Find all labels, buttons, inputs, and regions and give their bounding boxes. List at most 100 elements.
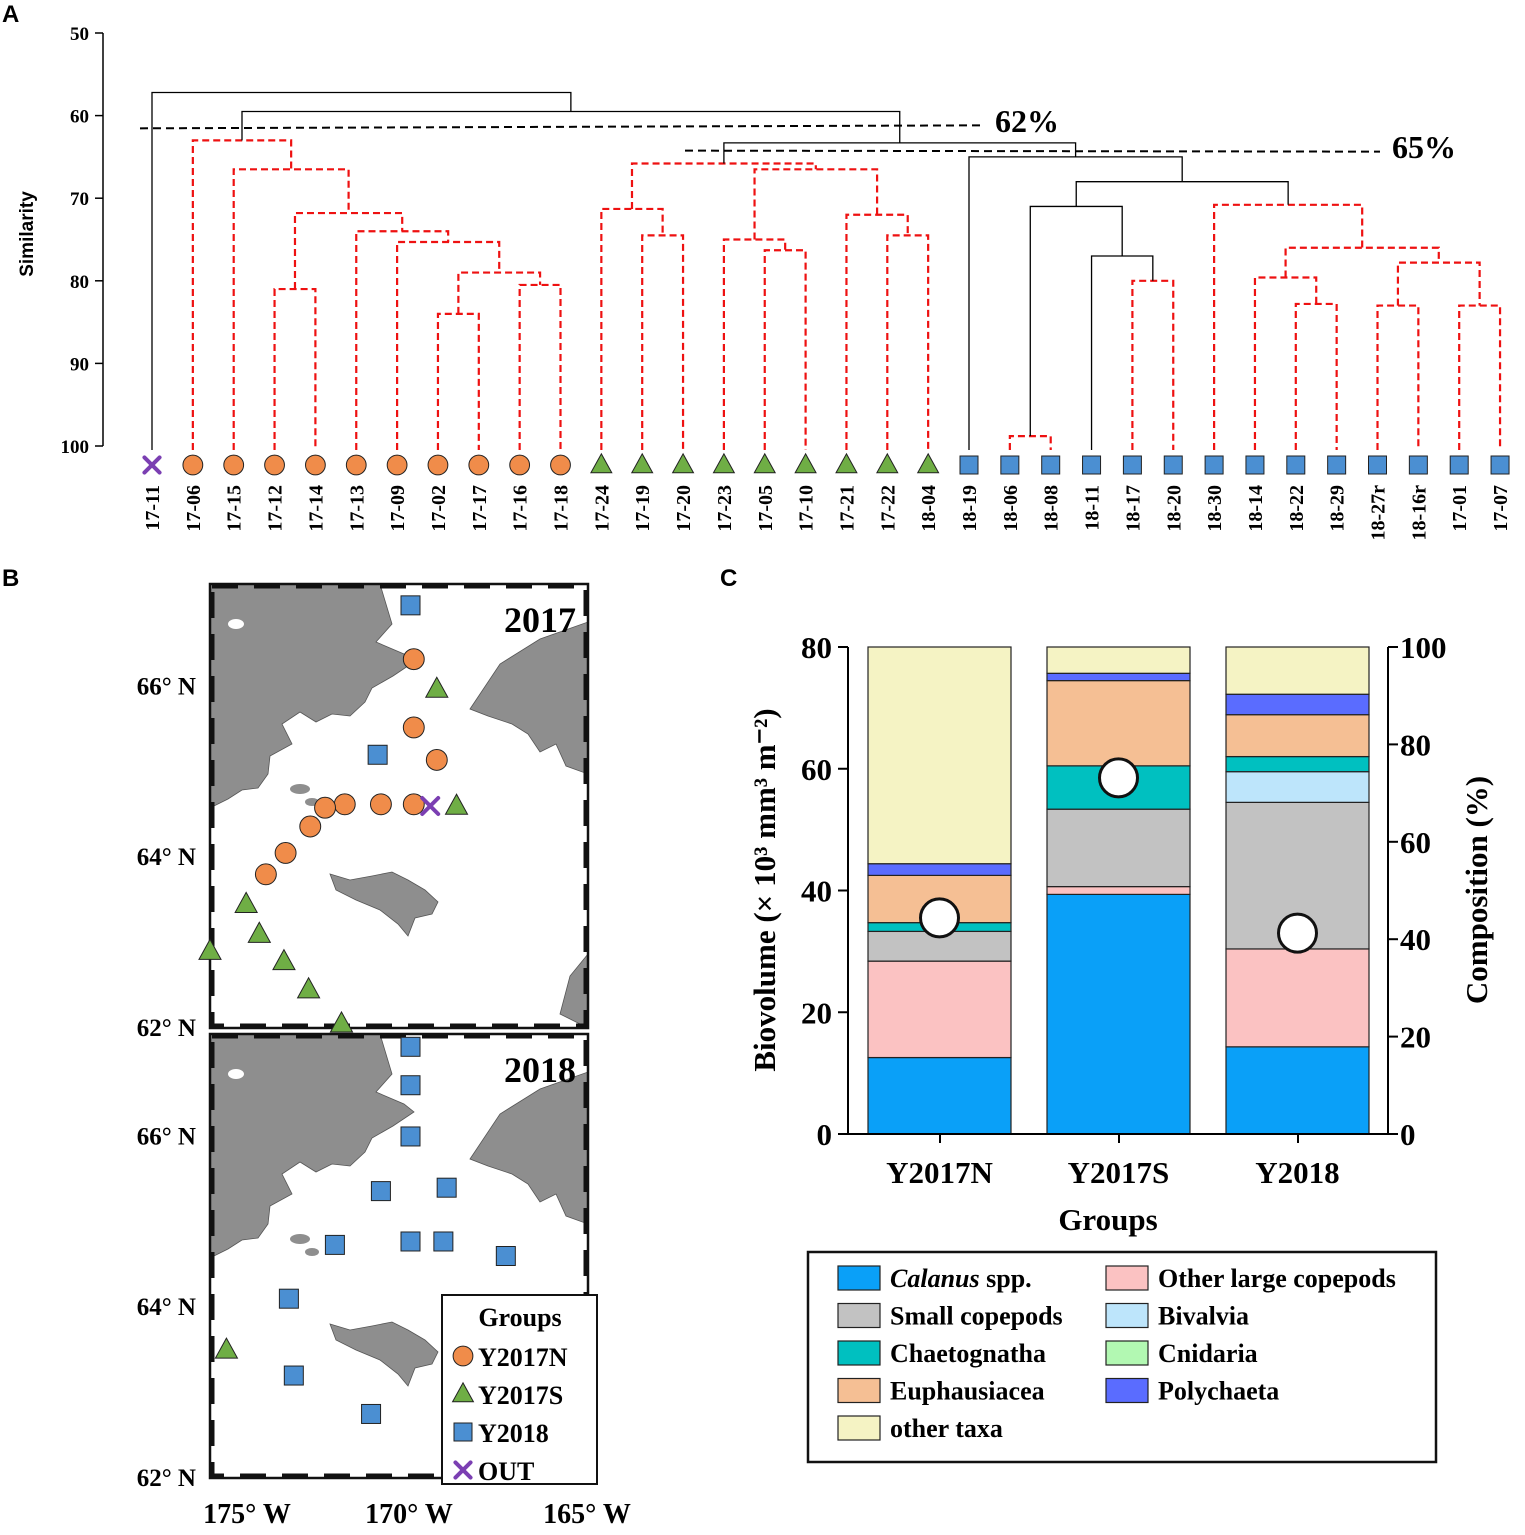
station-marker	[436, 1177, 457, 1198]
leaf-marker	[1163, 455, 1183, 475]
leaf-marker	[264, 454, 285, 476]
leaf-marker	[550, 454, 571, 476]
dendro-merge	[232, 168, 350, 450]
map-legend-box	[441, 1294, 598, 1485]
leaf-marker	[1245, 455, 1265, 475]
bar-segment-calanus-spp-	[1225, 1046, 1370, 1135]
bar-segment-small-copepods	[1046, 808, 1191, 888]
station-marker	[214, 1337, 239, 1359]
leaf-marker	[753, 452, 777, 474]
dendro-merge	[1396, 261, 1481, 306]
bar-left-tick-label: 40	[801, 874, 832, 909]
leaf-label: 17-19	[632, 485, 654, 532]
bar-legend-name: Other large copepods	[1158, 1264, 1396, 1293]
cutoff-line-65	[684, 149, 1381, 153]
leaf-label: 17-07	[1490, 485, 1512, 532]
leaf-label: 17-11	[142, 485, 164, 531]
biovolume-point	[1098, 757, 1139, 799]
leaf-marker	[345, 454, 367, 476]
dendro-merge	[1213, 203, 1364, 450]
dendro-y-tick-label: 80	[70, 272, 89, 293]
station-marker	[400, 1231, 421, 1252]
dendro-merge	[191, 139, 293, 450]
station-marker	[272, 948, 296, 971]
station-marker	[424, 676, 449, 698]
station-marker	[247, 921, 272, 943]
bar-legend-name: Small copepods	[890, 1302, 1063, 1331]
bar-legend-name: Bivalvia	[1158, 1302, 1249, 1331]
map-legend-label: Y2017S	[478, 1381, 563, 1410]
bar-left-tick-label: 0	[817, 1117, 833, 1152]
bar-legend-name: Calanus	[890, 1264, 980, 1293]
bar-right-tick-label: 60	[1400, 825, 1431, 860]
bar-legend-label: other taxa	[890, 1414, 1003, 1443]
leaf-marker	[876, 452, 899, 474]
leaf-label: 18-06	[1000, 485, 1022, 532]
map-land	[210, 1034, 588, 1478]
station-marker	[234, 891, 259, 913]
leaf-label: 17-01	[1449, 485, 1471, 532]
station-marker	[274, 842, 297, 864]
bar-legend-label: Small copepods	[890, 1302, 1063, 1331]
leaf-label: 18-22	[1286, 485, 1308, 532]
bar-category-label: Y2017N	[886, 1155, 993, 1190]
bar-right-tick-label: 40	[1400, 922, 1431, 957]
alaska-seward-land	[469, 621, 588, 775]
bar-legend-name: Cnidaria	[1158, 1339, 1258, 1368]
station-marker	[402, 716, 425, 739]
bar-y-axis-label-right: Composition (%)	[1459, 776, 1494, 1004]
leaf-label: 18-19	[959, 485, 981, 532]
leaf-marker-stroke-2	[142, 455, 162, 475]
dendro-merge	[518, 283, 562, 450]
bar-legend-swatch	[837, 1340, 881, 1366]
bar-legend-label: Euphausiacea	[890, 1377, 1045, 1406]
map-legend: Groups Y2017N Y2017S Y2018 OUT	[441, 1294, 598, 1486]
station-marker	[296, 976, 321, 999]
bar-legend-swatch	[1105, 1340, 1149, 1366]
bar-legend-suffix: spp.	[980, 1264, 1032, 1293]
dendro-merge	[763, 249, 807, 450]
leaf-marker	[1000, 455, 1020, 475]
dendro-merge	[457, 271, 542, 314]
map-land	[210, 584, 588, 1028]
leaf-marker	[794, 452, 817, 474]
dendro-merge	[436, 312, 480, 450]
station-marker	[444, 793, 469, 815]
leaf-label: 17-10	[796, 485, 818, 532]
bar-category-label: Y2018	[1255, 1155, 1339, 1190]
bar-right-tick-label: 0	[1400, 1117, 1416, 1152]
station-marker	[361, 1403, 382, 1424]
dendro-y-tick-label: 100	[61, 437, 90, 458]
lat-label: 62° N	[137, 1465, 196, 1492]
dendro-merge	[1008, 434, 1052, 450]
lat-label: 62° N	[137, 1015, 196, 1042]
leaf-marker	[671, 452, 695, 474]
station-marker	[402, 793, 425, 816]
leaf-label: 18-30	[1204, 485, 1226, 532]
bar-segment-other-taxa	[867, 646, 1012, 865]
small-island	[290, 1234, 310, 1244]
lon-label: 175° W	[203, 1499, 291, 1530]
station-marker	[367, 744, 388, 765]
panel-label-a: A	[2, 1, 19, 28]
leaf-marker	[427, 454, 449, 476]
dendrogram-panel: 50 60 70 80 90 100 Similarity 17-11 17-06 17-15 17…	[17, 24, 1512, 541]
biovolume-point	[1277, 912, 1318, 954]
leaf-marker	[1041, 455, 1061, 475]
station-marker	[420, 796, 441, 816]
leaf-marker	[959, 455, 979, 475]
leaf-marker	[1327, 455, 1347, 475]
leaf-marker	[712, 452, 736, 474]
lat-label: 64° N	[137, 844, 196, 871]
lat-label: 66° N	[137, 1123, 196, 1150]
station-marker	[299, 815, 322, 838]
station-marker	[329, 1010, 354, 1033]
dendro-merge	[355, 230, 450, 450]
chukotka-land	[210, 1034, 415, 1257]
leaf-marker	[916, 452, 940, 474]
leaf-label: 18-29	[1327, 485, 1349, 532]
bar-segment-calanus-spp-	[1046, 893, 1191, 1135]
leaf-label: 17-20	[673, 485, 695, 532]
dendro-merge	[1131, 279, 1175, 450]
bar-legend-name: other taxa	[890, 1414, 1003, 1443]
